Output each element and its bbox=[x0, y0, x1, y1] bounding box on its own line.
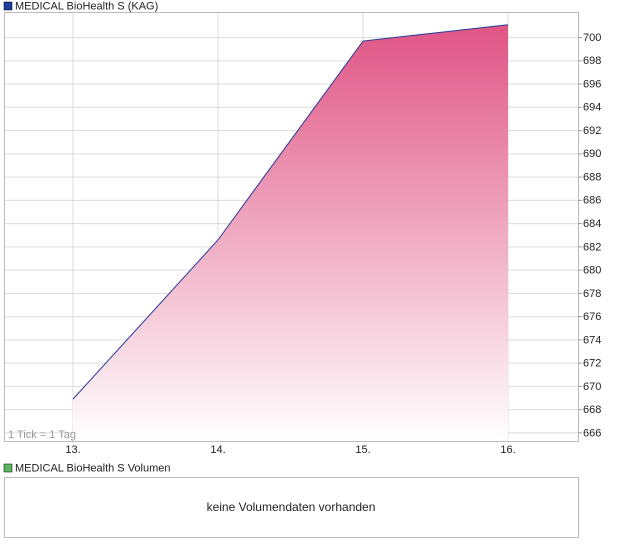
x-tick-label: 15. bbox=[355, 444, 370, 456]
volume-frame bbox=[4, 477, 579, 538]
y-tick-label: 688 bbox=[583, 171, 601, 183]
area bbox=[73, 24, 508, 442]
y-tick-label: 674 bbox=[583, 334, 601, 346]
y-tick-label: 696 bbox=[583, 78, 601, 90]
y-tick-label: 678 bbox=[583, 288, 601, 300]
y-tick-label: 670 bbox=[583, 381, 601, 393]
y-tick-label: 698 bbox=[583, 55, 601, 67]
x-tick-label: 14. bbox=[210, 444, 225, 456]
y-tick-label: 676 bbox=[583, 311, 601, 323]
y-tick-label: 666 bbox=[583, 427, 601, 439]
y-tick-label: 680 bbox=[583, 265, 601, 277]
x-tick-label: 13. bbox=[65, 444, 80, 456]
legend-swatch bbox=[3, 463, 13, 473]
legend-label: MEDICAL BioHealth S (KAG) bbox=[15, 0, 158, 12]
y-tick-label: 692 bbox=[583, 125, 601, 137]
y-tick-label: 672 bbox=[583, 358, 601, 370]
x-tick-label: 16. bbox=[500, 444, 515, 456]
plot-frame bbox=[4, 12, 579, 442]
y-tick-label: 686 bbox=[583, 195, 601, 207]
y-tick-label: 700 bbox=[583, 32, 601, 44]
y-tick-label: 690 bbox=[583, 148, 601, 160]
note: 1 Tick = 1 Tag bbox=[8, 429, 76, 441]
y-tick-label: 684 bbox=[583, 218, 601, 230]
line bbox=[72, 24, 509, 400]
y-tick-label: 694 bbox=[583, 102, 601, 114]
legend-swatch bbox=[3, 1, 13, 11]
y-tick-label: 668 bbox=[583, 404, 601, 416]
volume-message: keine Volumendaten vorhanden bbox=[207, 500, 376, 514]
y-tick-label: 682 bbox=[583, 241, 601, 253]
legend-label: MEDICAL BioHealth S Volumen bbox=[15, 462, 171, 474]
